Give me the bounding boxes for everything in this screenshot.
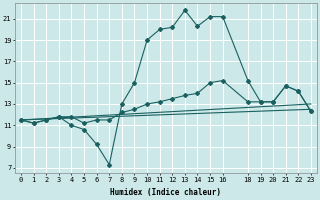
X-axis label: Humidex (Indice chaleur): Humidex (Indice chaleur)	[110, 188, 221, 197]
